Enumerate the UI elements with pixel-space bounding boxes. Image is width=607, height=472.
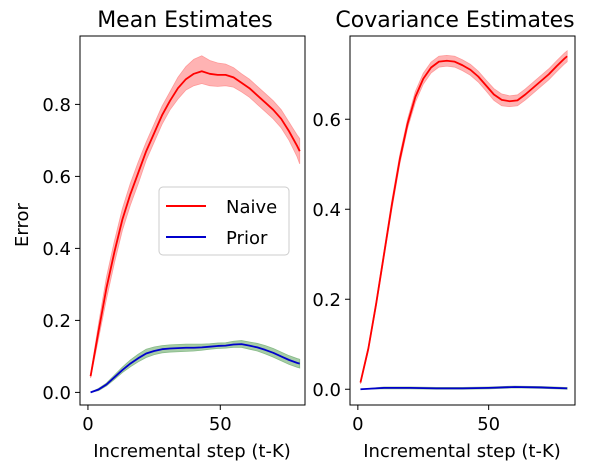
- covariance-xlabel: Incremental step (t-K): [363, 441, 561, 462]
- covariance-prior-line: [360, 386, 568, 391]
- covariance-xtick-label: 50: [477, 414, 500, 435]
- covariance-axes-frame: [349, 35, 576, 406]
- mean-xtick-label: 50: [209, 414, 232, 435]
- covariance-estimates-panel: Covariance Estimates 0.0 0.2 0.4 0.6 0 50 Inc…: [312, 8, 576, 462]
- legend-prior-label: Prior: [226, 228, 268, 249]
- mean-xtick-label: 0: [82, 414, 93, 435]
- mean-ytick-label: 0.8: [42, 95, 71, 116]
- mean-estimates-panel: Mean Estimates 0.0 0.2 0.4 0.6 0.8 0 50 Increm…: [12, 8, 306, 462]
- mean-ytick-label: 0.6: [42, 167, 71, 188]
- covariance-xtick-label: 0: [352, 414, 363, 435]
- legend-naive-label: Naive: [226, 197, 277, 218]
- mean-estimates-title: Mean Estimates: [97, 8, 273, 33]
- covariance-ytick-label: 0.0: [312, 380, 341, 401]
- covariance-naive-band: [360, 49, 568, 384]
- mean-prior-line: [90, 343, 300, 394]
- covariance-ticks: 0.0 0.2 0.4 0.6 0 50: [312, 110, 500, 435]
- covariance-naive-line: [359, 55, 568, 383]
- mean-xlabel: Incremental step (t-K): [93, 441, 291, 462]
- covariance-estimates-title: Covariance Estimates: [335, 8, 574, 33]
- mean-naive-band: [90, 55, 301, 379]
- covariance-ytick-label: 0.2: [312, 290, 341, 311]
- mean-naive-line: [89, 70, 301, 377]
- mean-ylabel: Error: [12, 202, 33, 246]
- mean-axes-frame: [79, 35, 306, 406]
- covariance-ytick-label: 0.6: [312, 110, 341, 131]
- legend: Naive Prior: [158, 186, 290, 256]
- covariance-lines: [359, 55, 568, 391]
- mean-lines: [89, 70, 301, 394]
- mean-ticks: 0.0 0.2 0.4 0.6 0.8 0 50: [42, 95, 231, 435]
- mean-ytick-label: 0.2: [42, 311, 71, 332]
- mean-ytick-label: 0.4: [42, 239, 71, 260]
- covariance-ytick-label: 0.4: [312, 200, 341, 221]
- mean-ytick-label: 0.0: [42, 383, 71, 404]
